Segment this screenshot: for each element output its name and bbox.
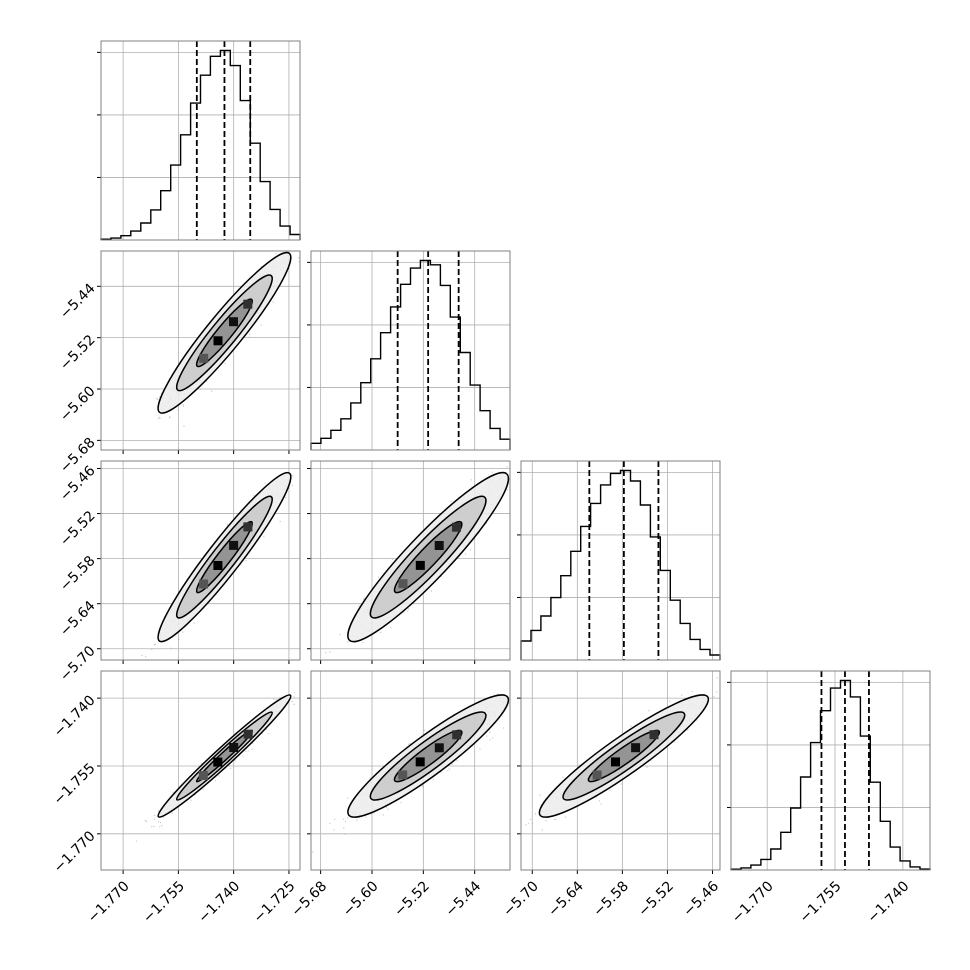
panel-frame	[520, 670, 721, 871]
scatter-panel-2-0	[97, 460, 301, 664]
panel-frame	[100, 670, 301, 871]
density-cell-3	[592, 770, 602, 780]
y-tick-label: −5.58	[57, 553, 99, 595]
panel-frame	[310, 250, 511, 451]
density-cell-3	[198, 771, 208, 780]
density-cell-2	[213, 757, 223, 767]
density-cell-3	[199, 353, 209, 363]
panel-frame	[100, 460, 301, 661]
x-tick-label: −1.770	[85, 878, 133, 926]
density-cell-0	[243, 729, 253, 739]
density-cell-2	[415, 757, 425, 767]
x-tick-label: −5.44	[443, 878, 485, 920]
panel-frame	[730, 670, 931, 871]
scatter-panel-2-1	[307, 460, 511, 664]
x-tick-label: −5.68	[289, 878, 331, 920]
density-cell-0	[649, 730, 659, 740]
density-cell-2	[213, 336, 223, 346]
histogram-step-1	[310, 259, 511, 450]
panel-frame	[310, 670, 511, 871]
density-cell-1	[229, 540, 239, 550]
histogram-step-2	[520, 469, 721, 660]
density-cell-1	[229, 743, 239, 752]
y-tick-label: −5.52	[57, 508, 99, 550]
x-tick-label: −5.64	[545, 878, 587, 920]
hist-panel-3	[727, 670, 931, 871]
y-tick-label: −1.770	[51, 828, 99, 876]
density-cell-3	[398, 770, 408, 780]
contour-2	[393, 520, 463, 594]
contour-2	[195, 298, 254, 368]
x-tick-label: −1.755	[797, 878, 845, 926]
panel-frame	[100, 40, 301, 241]
histogram-step-3	[730, 679, 931, 870]
density-cell-1	[229, 317, 238, 327]
scatter-panel-3-1	[307, 670, 511, 874]
panel-frame	[100, 250, 301, 451]
density-cell-1	[631, 743, 641, 753]
x-tick-label: −5.52	[635, 878, 677, 920]
y-tick-label: −5.70	[57, 643, 99, 685]
x-tick-label: −1.770	[729, 878, 777, 926]
x-tick-label: −1.740	[195, 878, 243, 926]
scatter-panel-3-2	[517, 670, 721, 874]
histogram-step-0	[100, 49, 301, 240]
panel-frame	[310, 460, 511, 661]
y-tick-label: −5.52	[57, 332, 99, 374]
hist-panel-2	[517, 460, 721, 661]
density-cell-2	[415, 560, 425, 570]
y-tick-label: −5.64	[57, 598, 99, 640]
panel-frame	[520, 460, 721, 661]
density-cell-1	[434, 541, 444, 550]
x-tick-label: −5.58	[590, 878, 632, 920]
density-cell-2	[213, 561, 223, 570]
x-tick-label: −1.740	[865, 878, 913, 926]
scatter-panel-3-0	[97, 670, 301, 874]
density-cell-3	[199, 579, 209, 589]
y-tick-label: −5.60	[57, 383, 99, 425]
density-cell-0	[452, 730, 462, 740]
hist-panel-0	[97, 40, 301, 241]
y-tick-label: −1.740	[51, 692, 99, 740]
hist-panel-1	[307, 250, 511, 451]
scatter-panel-1-0	[97, 250, 301, 454]
density-cell-3	[398, 579, 408, 589]
x-tick-label: −5.52	[391, 878, 433, 920]
y-tick-label: −5.44	[57, 281, 99, 323]
contour-2	[587, 729, 661, 783]
x-tick-label: −5.60	[340, 878, 382, 920]
density-cell-0	[243, 522, 253, 532]
density-cell-1	[434, 743, 444, 753]
density-cell-2	[611, 757, 620, 767]
x-tick-label: −5.70	[500, 878, 542, 920]
x-tick-label: −5.46	[680, 878, 722, 920]
density-cell-0	[243, 299, 253, 309]
x-tick-label: −1.725	[251, 878, 299, 926]
contour-2	[195, 520, 254, 594]
y-tick-label: −1.755	[51, 760, 99, 808]
x-tick-label: −1.755	[140, 878, 188, 926]
contour-2	[393, 729, 463, 783]
density-cell-0	[452, 522, 461, 532]
